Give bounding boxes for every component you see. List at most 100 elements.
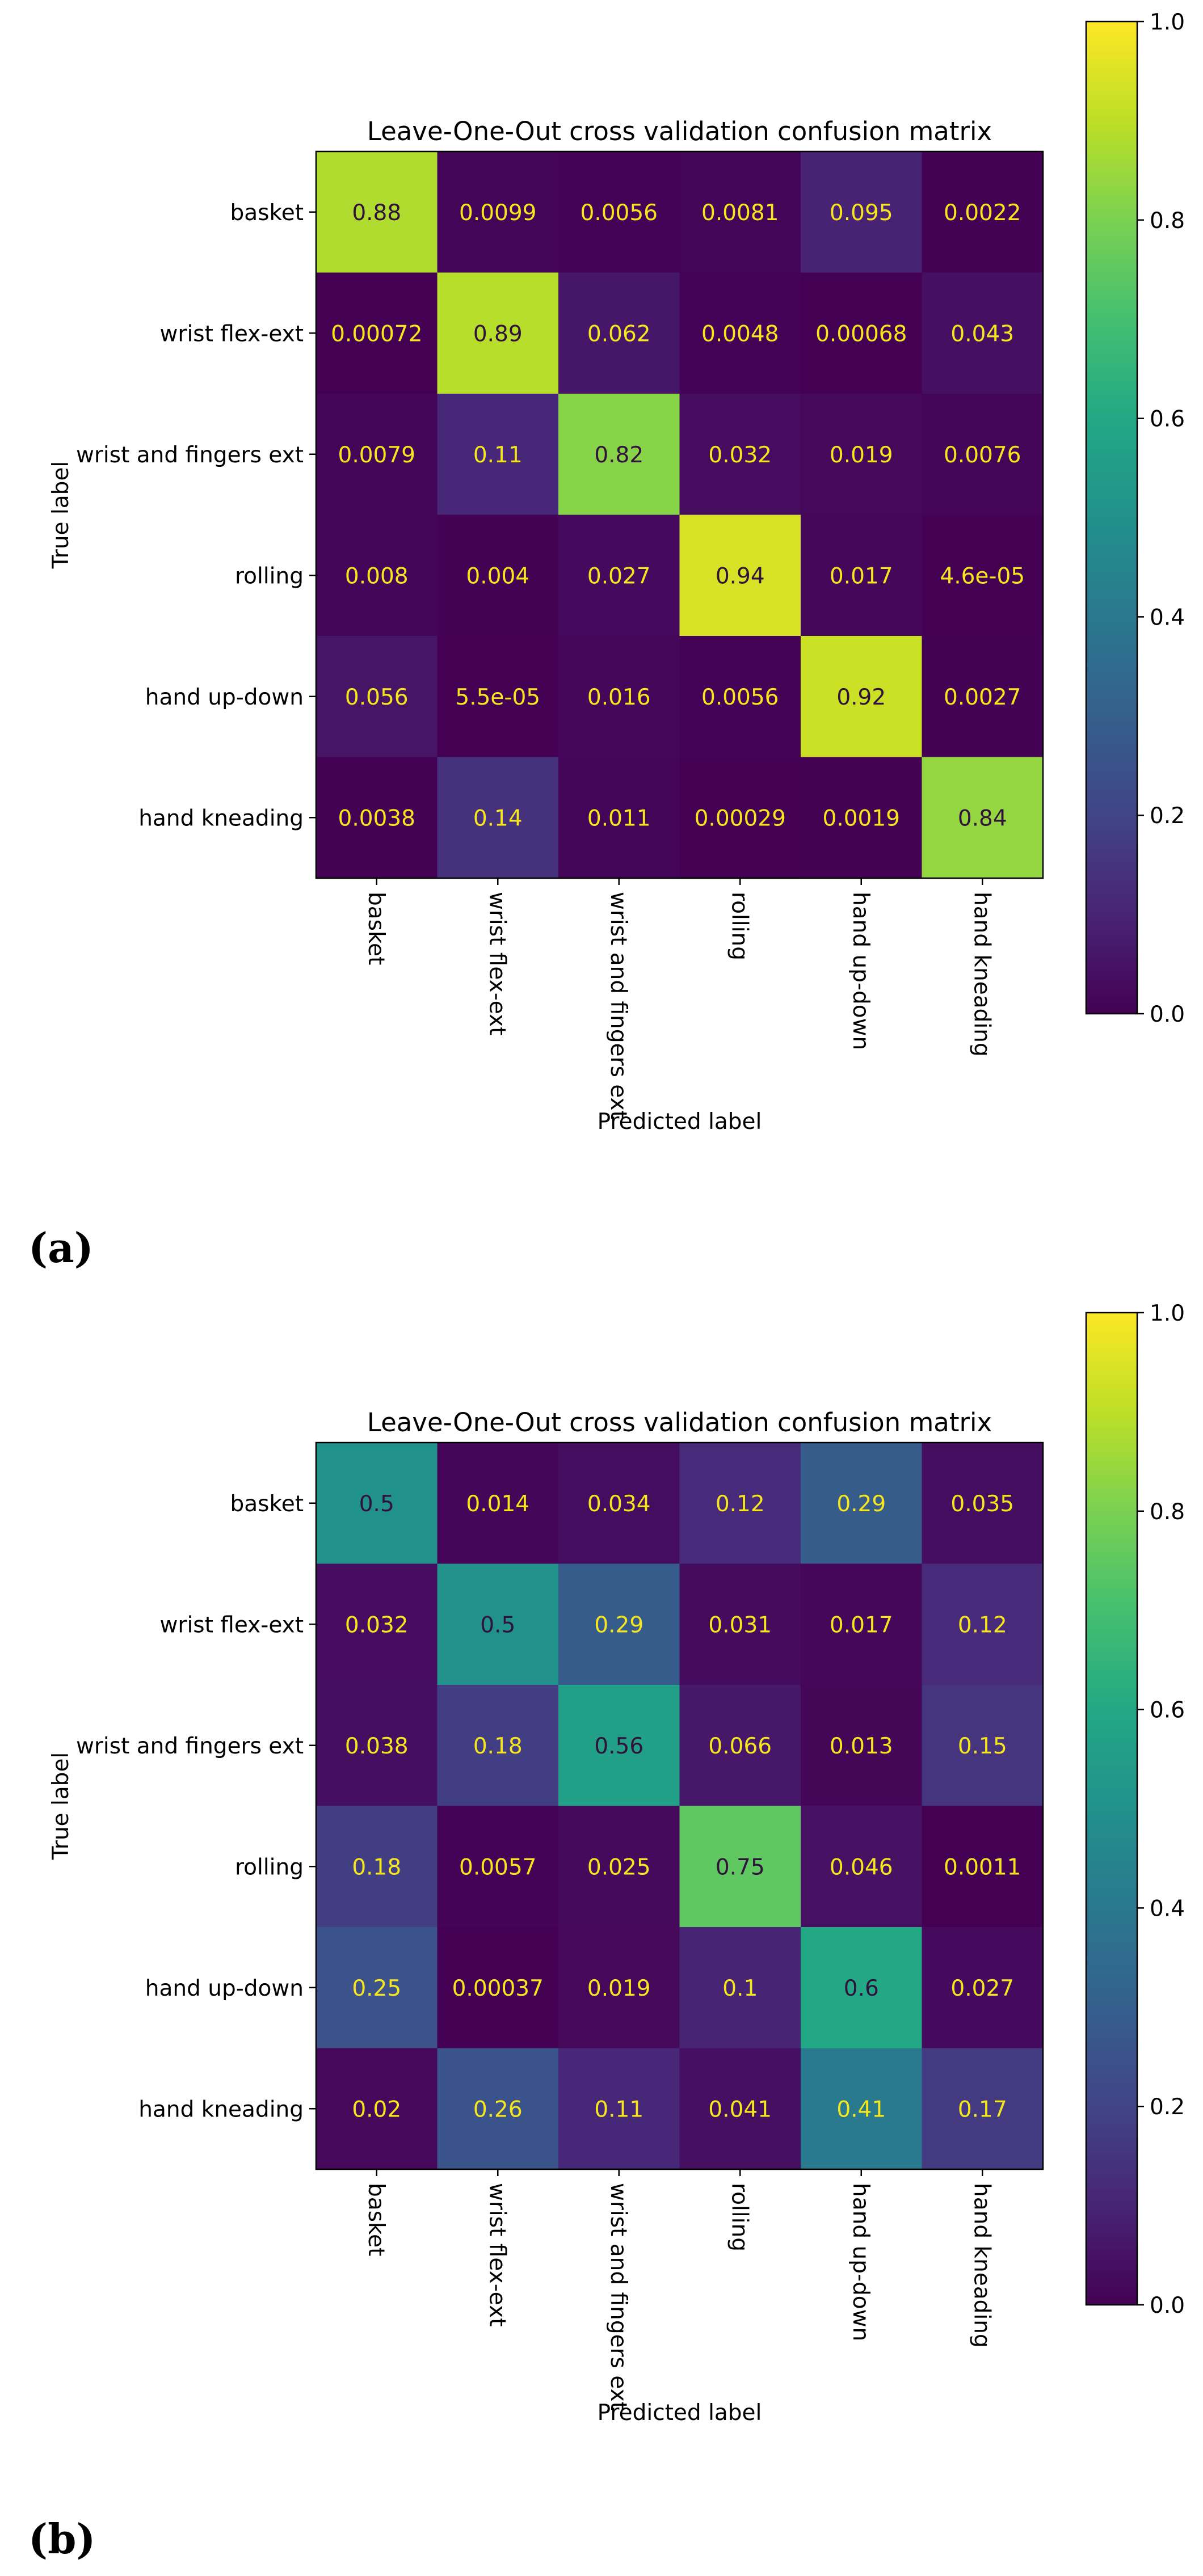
colorbar-tick-label: 0.4 bbox=[1150, 1896, 1185, 1921]
colorbar-frame bbox=[1085, 20, 1138, 1015]
heatmap-cell bbox=[437, 2048, 559, 2170]
colorbar-tick-label: 0.4 bbox=[1150, 605, 1185, 630]
x-tick-label: rolling bbox=[726, 892, 752, 960]
cell-value-label: 0.0081 bbox=[701, 200, 779, 226]
cell-value-label: 0.56 bbox=[594, 1734, 643, 1759]
y-axis-label: True label bbox=[48, 1752, 74, 1861]
panel-label: (b) bbox=[28, 2515, 95, 2563]
cell-value-label: 0.84 bbox=[958, 806, 1007, 831]
x-tick-label: wrist flex-ext bbox=[484, 2183, 510, 2326]
chart-title: Leave-One-Out cross validation confusion… bbox=[367, 1407, 992, 1437]
cell-value-label: 0.12 bbox=[958, 1612, 1007, 1638]
cell-value-label: 0.89 bbox=[473, 321, 523, 347]
heatmap-cell bbox=[437, 151, 559, 273]
heatmap-cell bbox=[801, 1563, 923, 1685]
cell-value-label: 0.00029 bbox=[695, 806, 786, 831]
heatmap-cell bbox=[801, 757, 923, 879]
heatmap-cell bbox=[679, 2048, 801, 2170]
cell-value-label: 0.00037 bbox=[452, 1976, 544, 2001]
heatmap-cell bbox=[558, 272, 680, 394]
heatmap-cell bbox=[437, 272, 559, 394]
heatmap-cell bbox=[316, 394, 438, 516]
heatmap-cell bbox=[922, 1806, 1044, 1928]
heatmap-cell bbox=[316, 151, 438, 273]
cell-value-label: 0.75 bbox=[716, 1854, 765, 1880]
heatmap-cell bbox=[922, 515, 1044, 636]
cell-value-label: 0.25 bbox=[352, 1976, 401, 2001]
cell-value-label: 0.12 bbox=[716, 1491, 765, 1517]
heatmap-cell bbox=[437, 1927, 559, 2049]
heatmap-cell bbox=[558, 515, 680, 636]
heatmap-cell bbox=[437, 1563, 559, 1685]
cell-value-label: 0.025 bbox=[587, 1854, 651, 1880]
cell-value-label: 0.92 bbox=[836, 685, 886, 710]
cell-value-label: 0.88 bbox=[352, 200, 401, 226]
cell-value-label: 0.0076 bbox=[944, 442, 1021, 468]
axes-frame bbox=[315, 150, 1044, 879]
heatmap-cell bbox=[801, 151, 923, 273]
heatmap-cell bbox=[316, 757, 438, 879]
y-tick-label: basket bbox=[230, 200, 304, 226]
cell-value-label: 0.5 bbox=[480, 1612, 515, 1638]
heatmap-cell bbox=[801, 1443, 923, 1565]
x-tick-label: wrist flex-ext bbox=[484, 892, 510, 1035]
colorbar-tick-label: 1.0 bbox=[1150, 10, 1185, 35]
heatmap-cell bbox=[316, 2048, 438, 2170]
heatmap-cell bbox=[922, 394, 1044, 516]
y-tick-label: hand up-down bbox=[145, 1976, 304, 2001]
cell-value-label: 0.041 bbox=[708, 2097, 772, 2122]
colorbar-tick-label: 0.8 bbox=[1150, 1499, 1185, 1525]
heatmap-cell bbox=[922, 2048, 1044, 2170]
y-tick-label: wrist and fingers ext bbox=[76, 1734, 304, 1759]
heatmap-cell bbox=[679, 1806, 801, 1928]
heatmap-cell bbox=[922, 151, 1044, 273]
x-tick-label: wrist and fingers ext bbox=[605, 2183, 631, 2410]
heatmap-cell bbox=[801, 394, 923, 516]
cell-value-label: 0.26 bbox=[473, 2097, 523, 2122]
x-tick-label: hand kneading bbox=[969, 2183, 994, 2348]
y-tick-label: rolling bbox=[235, 563, 304, 589]
cell-value-label: 0.0011 bbox=[944, 1854, 1021, 1880]
cell-value-label: 0.15 bbox=[958, 1734, 1007, 1759]
cell-value-label: 0.0038 bbox=[338, 806, 415, 831]
colorbar bbox=[1086, 1313, 1137, 2305]
cell-value-label: 0.017 bbox=[830, 563, 893, 589]
cell-value-label: 0.062 bbox=[587, 321, 651, 347]
heatmap-cell bbox=[801, 272, 923, 394]
colorbar-tick-label: 0.6 bbox=[1150, 407, 1185, 432]
cell-value-label: 0.18 bbox=[352, 1854, 401, 1880]
heatmap-cell bbox=[437, 1685, 559, 1807]
heatmap-cell bbox=[679, 1443, 801, 1565]
colorbar bbox=[1086, 22, 1137, 1014]
heatmap-cell bbox=[679, 272, 801, 394]
cell-value-label: 0.019 bbox=[830, 442, 893, 468]
panel-label: (a) bbox=[28, 1224, 94, 1272]
cell-value-label: 0.0056 bbox=[701, 685, 779, 710]
y-tick-label: wrist flex-ext bbox=[160, 321, 304, 347]
cell-value-label: 0.027 bbox=[587, 563, 651, 589]
cell-value-label: 0.032 bbox=[708, 442, 772, 468]
heatmap-cell bbox=[679, 636, 801, 758]
colorbar-frame bbox=[1085, 1312, 1138, 2306]
heatmap-cell bbox=[316, 1685, 438, 1807]
heatmap-cell bbox=[437, 757, 559, 879]
x-tick-label: wrist and fingers ext bbox=[605, 892, 631, 1119]
heatmap-cell bbox=[558, 757, 680, 879]
cell-value-label: 0.0019 bbox=[823, 806, 900, 831]
heatmap-cell bbox=[558, 2048, 680, 2170]
y-tick-label: hand kneading bbox=[138, 806, 304, 831]
cell-value-label: 0.5 bbox=[359, 1491, 394, 1517]
x-tick-label: rolling bbox=[726, 2183, 752, 2252]
cell-value-label: 0.6 bbox=[844, 1976, 879, 2001]
axes-frame bbox=[315, 1441, 1044, 2170]
cell-value-label: 0.014 bbox=[466, 1491, 529, 1517]
cell-value-label: 0.0079 bbox=[338, 442, 415, 468]
heatmap-cell bbox=[316, 515, 438, 636]
heatmap-cell bbox=[922, 1685, 1044, 1807]
cell-value-label: 0.004 bbox=[466, 563, 529, 589]
chart-title: Leave-One-Out cross validation confusion… bbox=[367, 116, 992, 146]
heatmap-cell bbox=[558, 1927, 680, 2049]
heatmap-cell bbox=[679, 1685, 801, 1807]
heatmap-cell bbox=[316, 1443, 438, 1565]
cell-value-label: 0.29 bbox=[836, 1491, 886, 1517]
